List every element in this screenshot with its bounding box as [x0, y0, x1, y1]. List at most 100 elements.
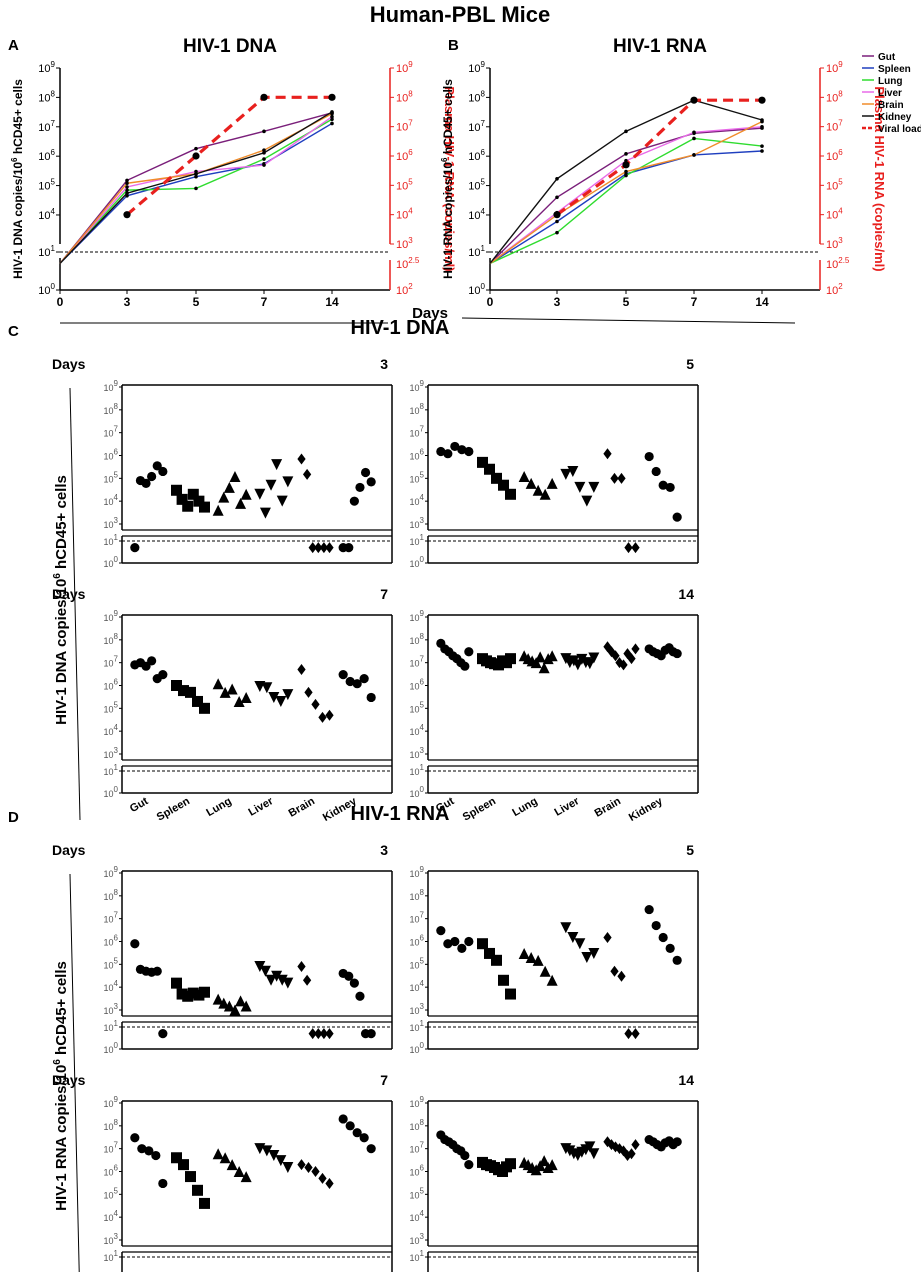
marker-diamond	[631, 643, 640, 655]
marker-triangle-down	[261, 1145, 273, 1157]
marker-diamond	[624, 1028, 633, 1040]
marker-triangle-up	[240, 1171, 252, 1183]
marker-diamond	[610, 965, 619, 977]
marker-triangle-down	[282, 476, 294, 488]
marker-circle	[359, 1133, 369, 1143]
marker-diamond	[314, 1028, 323, 1040]
y-tick-label: 108	[410, 1118, 425, 1132]
y-tick-label: 109	[104, 609, 119, 623]
y2-tick-label: 106	[826, 148, 843, 163]
y-tick-label: 109	[410, 379, 425, 393]
marker-triangle-down	[268, 691, 280, 703]
marker-circle	[672, 512, 682, 522]
marker-triangle-down	[282, 977, 294, 989]
y-tick-label: 107	[410, 1141, 425, 1155]
marker-circle	[457, 943, 467, 953]
marker-circle	[130, 543, 140, 553]
section-title: HIV-1 RNA	[351, 803, 450, 825]
marker-square	[505, 988, 516, 1000]
viral-load-line	[556, 98, 762, 216]
y2-tick-label: 105	[396, 177, 413, 192]
marker-circle	[672, 955, 682, 965]
marker-triangle-up	[534, 651, 546, 663]
data-point	[555, 177, 559, 181]
viral-load-point	[328, 93, 336, 101]
marker-circle	[443, 449, 453, 459]
marker-diamond	[610, 472, 619, 484]
marker-triangle-down	[588, 481, 600, 493]
day-number: 7	[380, 1072, 388, 1088]
marker-triangle-up	[518, 947, 530, 959]
y-tick-label: 101	[410, 763, 425, 777]
legend-label-spleen: Spleen	[878, 64, 911, 75]
marker-square	[187, 488, 199, 500]
marker-triangle-up	[235, 995, 247, 1007]
x-tick-label: 3	[554, 295, 561, 309]
viral-load-point	[260, 93, 268, 101]
marker-triangle-down	[574, 481, 586, 493]
y-tick-label: 108	[410, 402, 425, 416]
marker-circle	[436, 446, 446, 457]
marker-triangle-down	[271, 970, 283, 982]
y-tick-label: 105	[104, 700, 119, 714]
x-category-label: Lung	[510, 795, 539, 819]
viral-load-line	[125, 95, 332, 216]
data-point	[262, 148, 266, 152]
y2-tick-label: 104	[396, 207, 413, 222]
y-tick-label: 106	[104, 1164, 119, 1178]
y2-tick-label: 108	[826, 89, 843, 104]
marker-diamond	[325, 542, 334, 554]
data-point	[624, 129, 628, 134]
marker-diamond	[325, 1028, 334, 1040]
marker-triangle-down	[259, 507, 271, 519]
x-tick-label: 14	[325, 295, 339, 309]
marker-circle	[460, 661, 470, 671]
marker-square	[491, 472, 502, 484]
day-number: 3	[380, 356, 388, 372]
marker-circle	[345, 1121, 355, 1131]
marker-triangle-down	[276, 495, 288, 507]
marker-diamond	[603, 931, 612, 943]
days-axis-label: Days	[412, 305, 448, 322]
marker-triangle-down	[581, 495, 593, 507]
y-tick-label: 101	[104, 1249, 119, 1263]
section-title: HIV-1 DNA	[351, 317, 450, 339]
marker-square	[185, 1171, 196, 1183]
y-tick-label: 101	[468, 244, 485, 259]
marker-diamond	[311, 698, 320, 710]
day-number: 7	[380, 586, 388, 602]
y-tick-label: 105	[104, 470, 119, 484]
viral-load-point	[622, 161, 630, 169]
y-tick-label: 104	[104, 493, 119, 507]
marker-circle	[436, 926, 446, 936]
marker-square	[484, 947, 495, 959]
viral-load-point	[690, 96, 698, 104]
y2-axis-label: Plasma HIV-1 RNA (copies/ml)	[442, 86, 457, 271]
y-tick-label: 109	[410, 1095, 425, 1109]
y-tick-label: 108	[104, 402, 119, 416]
marker-circle	[147, 471, 157, 482]
y-tick-label: 103	[104, 746, 119, 760]
marker-triangle-up	[539, 965, 551, 977]
x-category-label: Spleen	[155, 795, 192, 824]
marker-triangle-up	[212, 993, 224, 1005]
marker-triangle-down	[581, 951, 593, 963]
marker-square	[185, 686, 196, 698]
x-tick-label: 5	[623, 295, 630, 309]
marker-circle	[658, 480, 668, 490]
marker-circle	[443, 939, 453, 949]
y-tick-label: 103	[104, 1232, 119, 1246]
marker-square	[498, 974, 509, 986]
figure-title: Human-PBL Mice	[370, 2, 551, 27]
marker-diamond	[297, 961, 306, 973]
data-point	[194, 174, 198, 179]
marker-diamond	[302, 468, 312, 480]
marker-triangle-down	[265, 479, 277, 491]
marker-circle	[464, 647, 474, 657]
data-point	[194, 172, 198, 176]
marker-circle	[366, 1029, 376, 1039]
scatter-plot-day-3: 109 108 107 106 105 104 103 101 100 3 Days	[52, 842, 393, 1055]
marker-circle	[152, 966, 162, 976]
marker-diamond	[603, 448, 612, 460]
